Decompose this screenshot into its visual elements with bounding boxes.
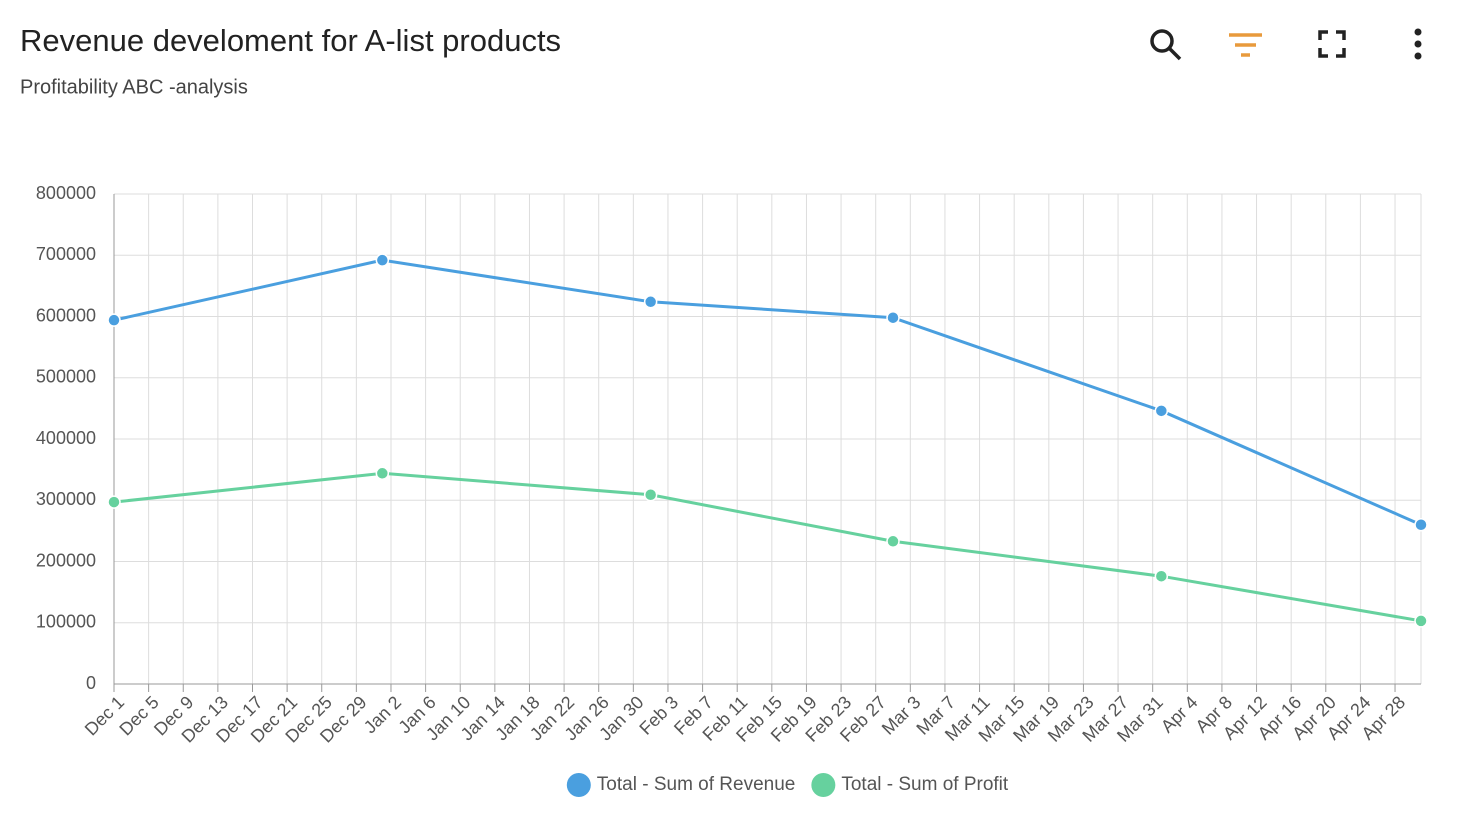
y-tick-label: 400000	[36, 428, 96, 448]
chart-subtitle: Profitability ABC -analysis	[20, 76, 248, 98]
search-icon[interactable]	[1150, 29, 1182, 61]
x-tick-label: Mar 3	[878, 692, 925, 739]
y-tick-label: 300000	[36, 489, 96, 509]
point	[643, 295, 658, 309]
y-tick-label: 800000	[36, 183, 96, 203]
y-tick-label: 500000	[36, 367, 96, 387]
point	[107, 313, 121, 327]
chart-title: Revenue develoment for A-list products	[20, 23, 561, 58]
legend-label: Total - Sum of Revenue	[597, 774, 796, 795]
fullscreen-icon[interactable]	[1318, 30, 1346, 58]
point	[886, 310, 900, 325]
point	[886, 534, 900, 549]
point	[1414, 518, 1428, 532]
y-tick-label: 600000	[36, 305, 96, 325]
legend-marker	[566, 773, 591, 797]
line	[113, 258, 1422, 527]
y-tick-label: 0	[86, 673, 96, 693]
y-tick-label: 100000	[36, 612, 96, 632]
y-tick-label: 200000	[36, 550, 96, 570]
more-icon[interactable]	[1414, 28, 1422, 60]
x-tick-label: Feb 3	[635, 692, 682, 739]
point	[1414, 614, 1428, 628]
point	[375, 253, 390, 267]
point	[375, 466, 390, 481]
point	[643, 487, 658, 502]
point	[1154, 404, 1169, 418]
x-tick-label: Apr 4	[1157, 692, 1202, 737]
point	[107, 495, 121, 509]
legend-marker	[811, 773, 836, 797]
y-tick-label: 700000	[36, 244, 96, 264]
x-tick-label: Jan 2	[360, 692, 405, 737]
legend: Total - Sum of Revenue Total - Sum of Pro…	[566, 773, 1009, 797]
point	[1154, 569, 1169, 583]
line	[113, 471, 1422, 623]
filter-icon[interactable]	[1229, 33, 1262, 57]
legend-label: Total - Sum of Profit	[841, 774, 1009, 795]
